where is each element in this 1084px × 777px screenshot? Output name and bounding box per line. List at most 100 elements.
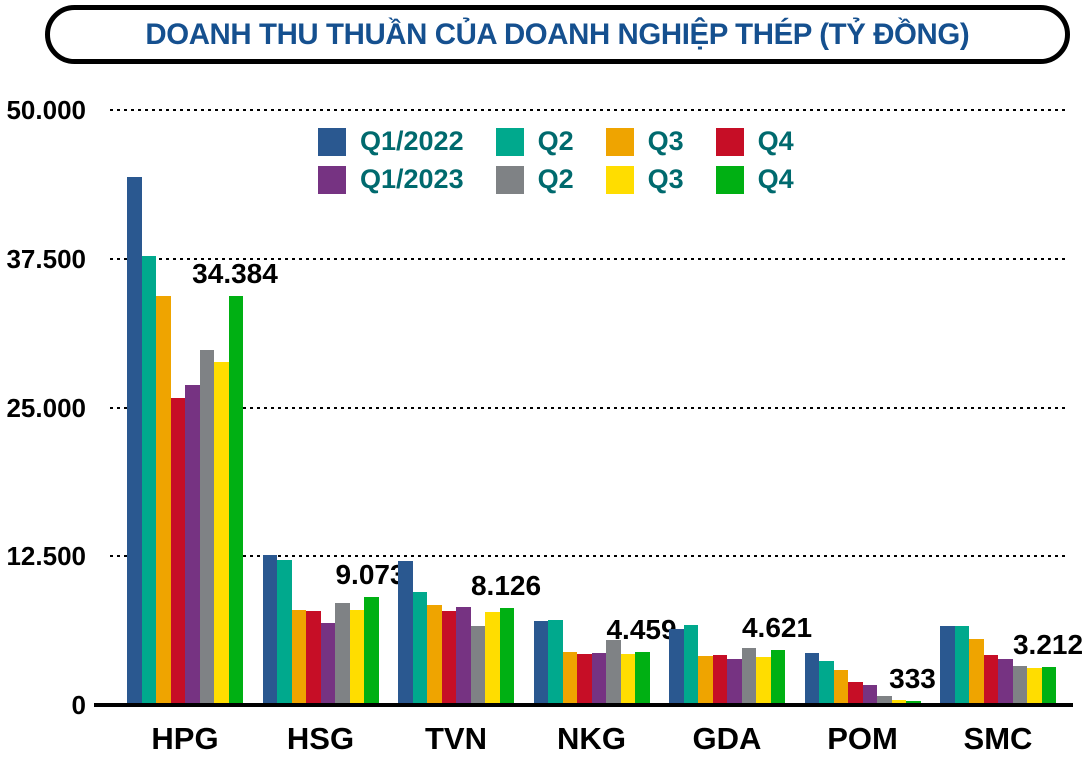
- bar-pom-q3: [833, 669, 848, 705]
- bar-smc-q4: [983, 655, 998, 705]
- bar-tvn-q2: [412, 591, 427, 705]
- bar-smc-q3: [969, 638, 984, 705]
- bar-hpg-q3: [156, 295, 171, 705]
- legend-item: Q4: [715, 164, 794, 195]
- bar-nkg-q3: [562, 652, 577, 705]
- bar-tvn-q4: [441, 611, 456, 705]
- bar-group-nkg: 4.459: [533, 110, 677, 705]
- bar-group-tvn: 8.126: [398, 110, 541, 705]
- gridline: [110, 555, 1066, 558]
- legend-label: Q4: [757, 126, 794, 156]
- legend-item: Q4: [715, 126, 794, 157]
- data-label-nkg: 4.459: [606, 613, 677, 645]
- category-label-hpg: HPG: [151, 721, 219, 756]
- bar-tvn-q2: [470, 626, 485, 705]
- legend-item: Q3: [605, 126, 684, 157]
- legend-label: Q2: [537, 126, 574, 156]
- legend-swatch: [605, 127, 634, 156]
- bar-hsg-q2: [335, 602, 350, 705]
- bar-group-gda: 4.621: [669, 110, 812, 705]
- bar-hsg-q3: [291, 610, 306, 705]
- legend-label: Q1/2022: [360, 126, 464, 156]
- bar-gda-q2: [741, 648, 756, 705]
- legend-swatch: [318, 165, 346, 194]
- bar-smc-q1-2023: [998, 658, 1013, 705]
- bar-tvn-q3: [485, 612, 500, 705]
- y-tick-label: 50.000: [6, 95, 86, 125]
- bar-gda-q3: [698, 656, 713, 705]
- y-tick-label: 25.000: [6, 392, 86, 423]
- legend-item: Q2: [495, 126, 574, 157]
- data-label-gda: 4.621: [741, 612, 813, 644]
- legend-swatch: [318, 127, 346, 156]
- bar-hsg-q2: [277, 559, 292, 705]
- legend-swatch: [495, 127, 524, 156]
- bar-pom-q2: [877, 695, 892, 705]
- bar-pom-q1-2023: [862, 685, 877, 705]
- legend-label: Q3: [647, 164, 684, 194]
- category-label-hsg: HSG: [286, 721, 355, 756]
- bar-smc-q2: [954, 626, 969, 705]
- category-label-tvn: TVN: [425, 721, 487, 756]
- chart-title-box: DOANH THU THUẦN CỦA DOANH NGHIỆP THÉP (T…: [45, 5, 1070, 64]
- bar-pom-q2: [819, 660, 834, 705]
- bar-pom-q4: [848, 682, 863, 705]
- bar-nkg-q3: [620, 654, 635, 705]
- legend-swatch: [605, 165, 634, 194]
- bar-hsg-q1-2022: [262, 555, 277, 705]
- bar-nkg-q2: [548, 619, 563, 705]
- category-label-gda: GDA: [692, 721, 762, 756]
- legend-swatch: [495, 165, 524, 194]
- legend-item: Q3: [605, 164, 684, 195]
- bar-group-smc: 3.212: [940, 110, 1083, 705]
- bar-smc-q1-2022: [940, 626, 955, 705]
- x-axis-line: [94, 703, 1073, 707]
- bar-hpg-q1-2022: [127, 176, 142, 705]
- bar-nkg-q4: [635, 651, 650, 705]
- bar-hpg-q1-2023: [185, 384, 200, 705]
- bar-hpg-q2: [141, 256, 156, 705]
- bar-group-hpg: 34.384: [127, 110, 278, 705]
- bar-hpg-q4: [170, 397, 185, 705]
- bar-smc-q2: [1012, 666, 1027, 705]
- gridline: [110, 406, 1066, 409]
- chart-title: DOANH THU THUẦN CỦA DOANH NGHIỆP THÉP (T…: [145, 17, 970, 51]
- bar-gda-q4: [770, 650, 785, 705]
- bar-gda-q3: [756, 656, 771, 705]
- bar-gda-q1-2022: [669, 629, 684, 705]
- bar-gda-q4: [712, 654, 727, 705]
- legend-label: Q1/2023: [360, 164, 464, 194]
- legend: Q1/2022 Q2 Q3 Q4 Q1/2023 Q2 Q3 Q4: [318, 126, 794, 195]
- bar-group-pom: 333: [804, 110, 936, 705]
- category-label-smc: SMC: [963, 721, 1033, 756]
- bar-smc-q3: [1027, 668, 1042, 705]
- bar-nkg-q2: [606, 639, 621, 705]
- bar-nkg-q1-2023: [591, 652, 606, 705]
- bar-tvn-q1-2023: [456, 607, 471, 705]
- gridline: [110, 109, 1066, 111]
- legend-item: Q1/2023: [318, 164, 464, 195]
- data-label-smc: 3.212: [1012, 628, 1084, 660]
- legend-swatch: [715, 127, 744, 156]
- data-label-hpg: 34.384: [192, 257, 278, 289]
- y-tick-label: 12.500: [6, 541, 86, 572]
- bar-hpg-q2: [199, 350, 214, 705]
- bar-hpg-q3: [214, 362, 229, 705]
- bar-tvn-q1-2022: [398, 561, 413, 705]
- bar-hsg-q3: [349, 609, 364, 705]
- gridline: [110, 257, 1066, 260]
- bar-hpg-q4: [228, 295, 243, 705]
- bar-nkg-q4: [577, 653, 592, 705]
- category-label-nkg: NKG: [557, 721, 626, 756]
- bar-tvn-q3: [427, 605, 442, 705]
- data-label-tvn: 8.126: [470, 570, 542, 602]
- bar-smc-q4: [1041, 666, 1056, 705]
- data-label-pom: 333: [889, 663, 936, 695]
- bar-gda-q2: [683, 625, 698, 705]
- data-label-hsg: 9.073: [335, 559, 406, 591]
- bar-hsg-q4: [364, 597, 379, 705]
- bar-pom-q3: [891, 700, 906, 705]
- legend-label: Q2: [537, 164, 574, 194]
- bar-hsg-q4: [306, 611, 321, 705]
